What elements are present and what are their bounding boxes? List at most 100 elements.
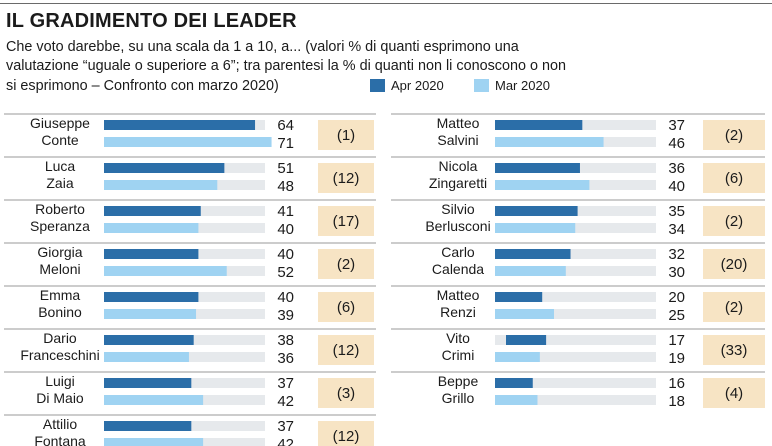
value-label-apr: 38 <box>277 332 294 349</box>
leader-first-name: Giuseppe <box>30 115 90 131</box>
leader-first-name: Silvio <box>441 201 475 217</box>
value-label-mar: 48 <box>277 178 294 195</box>
unknown-badge-label: (12) <box>333 342 360 359</box>
bar-mar-luigi-di-maio <box>104 395 204 405</box>
leader-last-name: Calenda <box>432 261 484 277</box>
value-label-apr: 41 <box>277 203 294 220</box>
legend-mar: Mar 2020 <box>474 78 550 93</box>
value-label-mar: 39 <box>277 307 294 324</box>
value-label-mar: 40 <box>668 178 685 195</box>
bar-apr-matteo-salvini <box>495 120 583 130</box>
unknown-badge <box>318 335 374 365</box>
bar-mar-luca-zaia <box>104 180 218 190</box>
value-label-apr: 64 <box>277 117 294 134</box>
bar-mar-beppe-grillo <box>495 395 538 405</box>
bar-apr-carlo-calenda <box>495 249 571 259</box>
value-label-mar: 42 <box>277 436 294 446</box>
unknown-badge <box>703 292 765 322</box>
bar-mar-carlo-calenda <box>495 266 566 276</box>
leader-last-name: Crimi <box>442 347 475 363</box>
unknown-badge-label: (2) <box>725 213 743 230</box>
bar-mar-matteo-salvini <box>495 137 604 147</box>
bar-apr-luca-zaia <box>104 163 225 173</box>
bar-apr-dario-franceschini <box>104 335 194 345</box>
unknown-badge <box>703 120 765 150</box>
bar-mar-nicola-zingaretti <box>495 180 590 190</box>
bar-apr-vito-crimi <box>506 335 547 345</box>
bar-track-apr <box>495 335 656 345</box>
leader-first-name: Matteo <box>437 287 480 303</box>
bar-mar-emma-bonino <box>104 309 197 319</box>
unknown-badge <box>318 378 374 408</box>
bar-track-mar <box>495 266 656 276</box>
value-label-apr: 36 <box>668 160 685 177</box>
legend-swatch-mar <box>474 79 489 92</box>
leader-first-name: Beppe <box>438 373 479 389</box>
leader-first-name: Luigi <box>45 373 75 389</box>
leader-last-name: Salvini <box>437 132 478 148</box>
value-label-mar: 46 <box>668 135 685 152</box>
unknown-badge-label: (2) <box>725 299 743 316</box>
value-label-mar: 36 <box>277 350 294 367</box>
chart-title: IL GRADIMENTO DEI LEADER <box>6 10 297 32</box>
bar-track-mar <box>495 352 656 362</box>
bar-apr-beppe-grillo <box>495 378 533 388</box>
leader-last-name: Bonino <box>38 304 82 320</box>
unknown-badge <box>318 206 374 236</box>
bar-track-mar <box>495 309 656 319</box>
leader-last-name: Zingaretti <box>429 175 487 191</box>
legend-apr: Apr 2020 <box>370 78 444 93</box>
value-label-mar: 34 <box>668 221 685 238</box>
value-label-mar: 25 <box>668 307 685 324</box>
chart-subtitle: Che voto darebbe, su una scala da 1 a 10… <box>6 39 566 94</box>
bar-track-apr <box>495 378 656 388</box>
bar-track-mar <box>495 223 656 233</box>
bar-mar-matteo-renzi <box>495 309 554 319</box>
bar-apr-luigi-di-maio <box>104 378 192 388</box>
bar-apr-emma-bonino <box>104 292 199 302</box>
bar-mar-giorgia-meloni <box>104 266 227 276</box>
legend-swatch-apr <box>370 79 385 92</box>
unknown-badge-label: (2) <box>725 127 743 144</box>
leader-first-name: Dario <box>43 330 77 346</box>
bar-apr-matteo-renzi <box>495 292 543 302</box>
leader-first-name: Roberto <box>35 201 85 217</box>
unknown-badge <box>703 206 765 236</box>
bar-apr-roberto-speranza <box>104 206 201 216</box>
value-label-mar: 30 <box>668 264 685 281</box>
value-label-apr: 20 <box>668 289 685 306</box>
leader-first-name: Emma <box>40 287 81 303</box>
bar-apr-nicola-zingaretti <box>495 163 580 173</box>
value-label-apr: 40 <box>277 246 294 263</box>
value-label-apr: 35 <box>668 203 685 220</box>
unknown-badge <box>703 378 765 408</box>
value-label-mar: 42 <box>277 393 294 410</box>
leader-first-name: Nicola <box>439 158 478 174</box>
bar-apr-giuseppe-conte <box>104 120 256 130</box>
leader-first-name: Carlo <box>441 244 475 260</box>
bar-mar-vito-crimi <box>495 352 540 362</box>
leader-last-name: Zaia <box>46 175 73 191</box>
top-rule <box>0 3 772 4</box>
leader-last-name: Franceschini <box>20 347 99 363</box>
bar-mar-attilio-fontana <box>104 438 204 446</box>
value-label-apr: 37 <box>277 418 294 435</box>
unknown-badge-label: (6) <box>337 299 355 316</box>
value-label-apr: 16 <box>668 375 685 392</box>
value-label-apr: 51 <box>277 160 294 177</box>
leader-last-name: Renzi <box>440 304 476 320</box>
unknown-badge-label: (12) <box>333 428 360 445</box>
unknown-badge <box>318 120 374 150</box>
legend-label-mar: Mar 2020 <box>495 78 550 93</box>
unknown-badge <box>318 292 374 322</box>
bar-mar-silvio-berlusconi <box>495 223 576 233</box>
unknown-badge-label: (17) <box>333 213 360 230</box>
value-label-apr: 32 <box>668 246 685 263</box>
value-label-mar: 71 <box>277 135 294 152</box>
leader-last-name: Di Maio <box>36 390 84 406</box>
bar-apr-giorgia-meloni <box>104 249 199 259</box>
bar-track-apr <box>495 249 656 259</box>
leader-last-name: Meloni <box>39 261 80 277</box>
legend-label-apr: Apr 2020 <box>391 78 444 93</box>
